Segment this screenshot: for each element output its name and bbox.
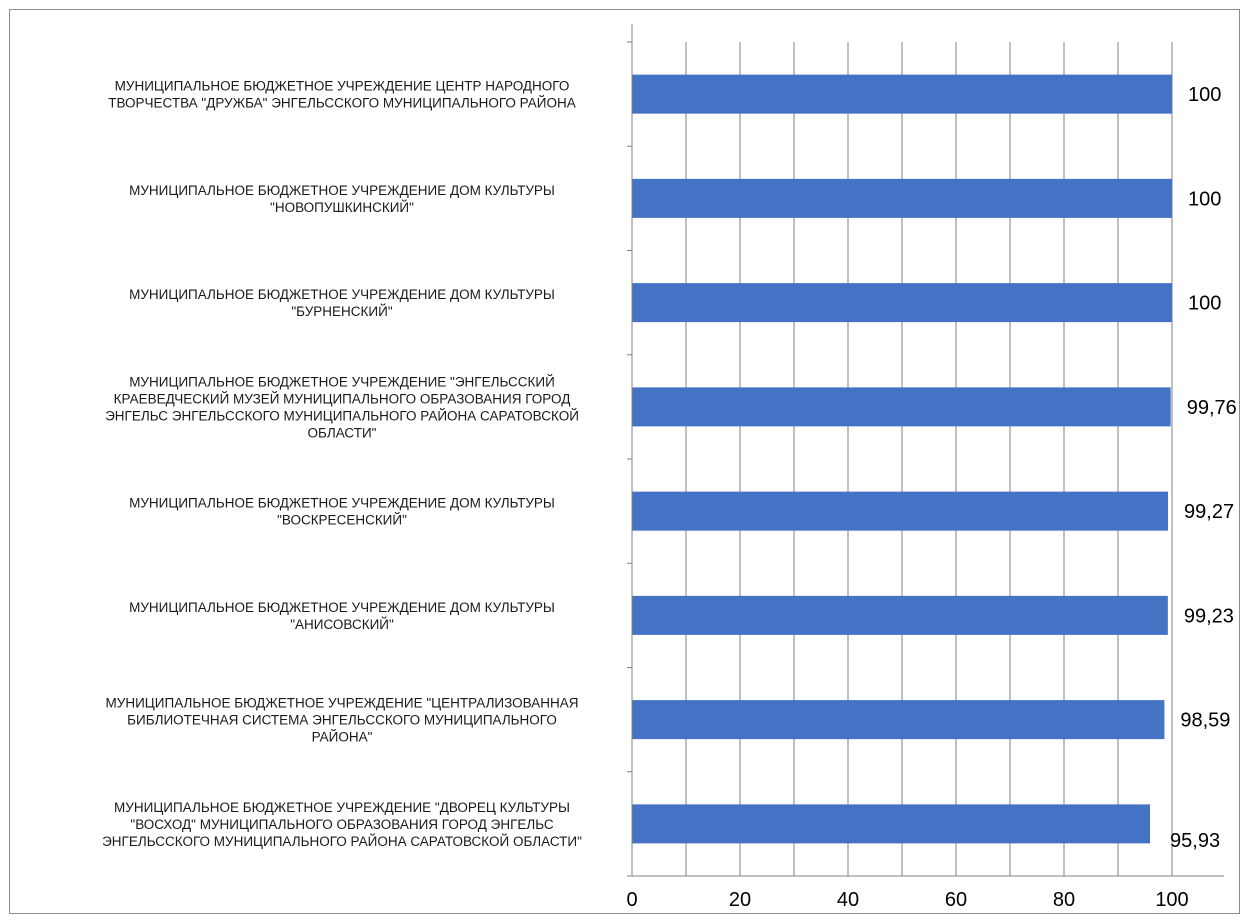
category-label-line: "ВОСХОД" МУНИЦИПАЛЬНОГО ОБРАЗОВАНИЯ ГОРО…	[130, 817, 553, 832]
x-tick-label-100: 100	[1155, 889, 1188, 911]
category-label-line: МУНИЦИПАЛЬНОЕ БЮДЖЕТНОЕ УЧРЕЖДЕНИЕ ДОМ К…	[129, 183, 555, 198]
x-tick-label-0: 0	[626, 889, 637, 911]
category-labels: МУНИЦИПАЛЬНОЕ БЮДЖЕТНОЕ УЧРЕЖДЕНИЕ ЦЕНТР…	[102, 79, 582, 849]
gridlines	[685, 42, 1173, 876]
bar-1	[632, 74, 1172, 114]
bar-chart: МУНИЦИПАЛЬНОЕ БЮДЖЕТНОЕ УЧРЕЖДЕНИЕ ЦЕНТР…	[102, 24, 1237, 911]
category-label-line: "НОВОПУШКИНСКИЙ"	[270, 200, 414, 215]
value-label-6: 99,23	[1184, 605, 1234, 627]
category-label-1: МУНИЦИПАЛЬНОЕ БЮДЖЕТНОЕ УЧРЕЖДЕНИЕ ЦЕНТР…	[108, 79, 575, 111]
x-tick-label-80: 80	[1053, 889, 1075, 911]
category-label-line: МУНИЦИПАЛЬНОЕ БЮДЖЕТНОЕ УЧРЕЖДЕНИЕ "ДВОР…	[114, 800, 570, 815]
category-label-line: ОБЛАСТИ"	[308, 425, 377, 440]
category-label-line: РАЙОНА"	[312, 730, 373, 745]
category-label-line: ЭНГЕЛЬС ЭНГЕЛЬССКОГО МУНИЦИПАЛЬНОГО РАЙО…	[105, 408, 579, 423]
bar-5	[632, 491, 1169, 531]
bar-8	[632, 804, 1151, 844]
value-labels: 100 100 100 99,76 99,27 99,23 98,59 95,93	[1170, 84, 1237, 852]
category-label-line: МУНИЦИПАЛЬНОЕ БЮДЖЕТНОЕ УЧРЕЖДЕНИЕ ДОМ К…	[129, 496, 555, 511]
value-label-8: 95,93	[1170, 830, 1220, 852]
bars	[632, 74, 1172, 844]
bar-6	[632, 595, 1168, 635]
category-label-line: ТВОРЧЕСТВА "ДРУЖБА" ЭНГЕЛЬССКОГО МУНИЦИП…	[108, 96, 575, 111]
category-label-line: МУНИЦИПАЛЬНОЕ БЮДЖЕТНОЕ УЧРЕЖДЕНИЕ "ЭНГЕ…	[129, 374, 555, 389]
bar-3	[632, 283, 1172, 323]
category-label-line: "ВОСКРЕСЕНСКИЙ"	[277, 513, 407, 528]
value-label-2: 100	[1188, 188, 1221, 210]
bar-4	[632, 387, 1171, 427]
x-tick-label-60: 60	[945, 889, 967, 911]
category-label-line: МУНИЦИПАЛЬНОЕ БЮДЖЕТНОЕ УЧРЕЖДЕНИЕ ДОМ К…	[129, 600, 555, 615]
value-label-7: 98,59	[1180, 710, 1230, 732]
value-label-1: 100	[1188, 84, 1221, 106]
category-label-line: "БУРНЕНСКИЙ"	[291, 304, 392, 319]
category-label-line: КРАЕВЕДЧЕСКИЙ МУЗЕЙ МУНИЦИПАЛЬНОГО ОБРАЗ…	[114, 391, 571, 406]
x-tick-label-20: 20	[729, 889, 751, 911]
category-label-2: МУНИЦИПАЛЬНОЕ БЮДЖЕТНОЕ УЧРЕЖДЕНИЕ ДОМ К…	[129, 183, 555, 215]
category-label-line: БИБЛИОТЕЧНАЯ СИСТЕМА ЭНГЕЛЬССКОГО МУНИЦИ…	[127, 713, 557, 728]
category-label-4: МУНИЦИПАЛЬНОЕ БЮДЖЕТНОЕ УЧРЕЖДЕНИЕ "ЭНГЕ…	[105, 374, 579, 440]
category-label-8: МУНИЦИПАЛЬНОЕ БЮДЖЕТНОЕ УЧРЕЖДЕНИЕ "ДВОР…	[102, 800, 582, 849]
category-label-line: МУНИЦИПАЛЬНОЕ БЮДЖЕТНОЕ УЧРЕЖДЕНИЕ ДОМ К…	[129, 287, 555, 302]
value-label-4: 99,76	[1187, 397, 1237, 419]
category-label-3: МУНИЦИПАЛЬНОЕ БЮДЖЕТНОЕ УЧРЕЖДЕНИЕ ДОМ К…	[129, 287, 555, 319]
category-label-line: ЭНГЕЛЬССКОГО МУНИЦИПАЛЬНОГО РАЙОНА САРАТ…	[102, 834, 582, 849]
category-label-7: МУНИЦИПАЛЬНОЕ БЮДЖЕТНОЕ УЧРЕЖДЕНИЕ "ЦЕНТ…	[106, 696, 579, 745]
chart-frame: МУНИЦИПАЛЬНОЕ БЮДЖЕТНОЕ УЧРЕЖДЕНИЕ ЦЕНТР…	[9, 9, 1240, 914]
value-label-5: 99,27	[1184, 501, 1234, 523]
category-label-line: МУНИЦИПАЛЬНОЕ БЮДЖЕТНОЕ УЧРЕЖДЕНИЕ ЦЕНТР…	[115, 79, 570, 94]
category-label-line: МУНИЦИПАЛЬНОЕ БЮДЖЕТНОЕ УЧРЕЖДЕНИЕ "ЦЕНТ…	[106, 696, 579, 711]
bar-2	[632, 178, 1172, 218]
bar-7	[632, 700, 1165, 740]
x-tick-labels: 0 20 40 60 80 100	[626, 889, 1188, 911]
value-label-3: 100	[1188, 293, 1221, 315]
axes	[627, 24, 1224, 877]
x-tick-label-40: 40	[837, 889, 859, 911]
category-label-5: МУНИЦИПАЛЬНОЕ БЮДЖЕТНОЕ УЧРЕЖДЕНИЕ ДОМ К…	[129, 496, 555, 528]
category-label-6: МУНИЦИПАЛЬНОЕ БЮДЖЕТНОЕ УЧРЕЖДЕНИЕ ДОМ К…	[129, 600, 555, 632]
category-label-line: "АНИСОВСКИЙ"	[290, 617, 394, 632]
